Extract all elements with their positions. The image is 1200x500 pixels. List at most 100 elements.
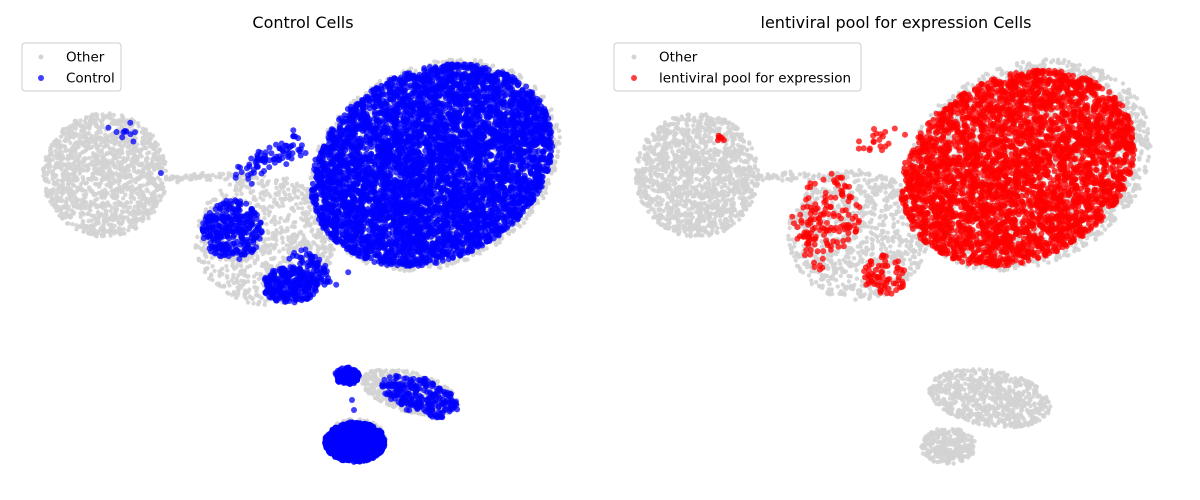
- point-other: [476, 249, 482, 254]
- point-other: [196, 258, 202, 263]
- point-other: [92, 181, 98, 187]
- point-other: [260, 244, 265, 249]
- point-other: [293, 220, 298, 225]
- point-other: [72, 166, 77, 172]
- point-other: [300, 210, 305, 216]
- point-other: [272, 222, 278, 227]
- point-other: [156, 165, 161, 170]
- point-other: [554, 125, 559, 130]
- point-other: [258, 195, 263, 200]
- point-other: [128, 200, 134, 205]
- point-other: [103, 203, 109, 209]
- point-other: [521, 220, 527, 225]
- point-other: [91, 230, 97, 235]
- point-other: [203, 249, 208, 255]
- point-other: [157, 147, 162, 152]
- point-other: [265, 228, 270, 234]
- point-other: [90, 171, 95, 177]
- point-other: [260, 183, 265, 189]
- point-other: [248, 190, 254, 195]
- point-other: [48, 199, 53, 204]
- point-other: [64, 196, 70, 201]
- point-other: [453, 260, 458, 265]
- point-other: [77, 151, 83, 157]
- point-other: [51, 153, 57, 159]
- point-other: [220, 266, 225, 271]
- point-other: [112, 120, 117, 125]
- point-other: [218, 175, 223, 180]
- point-other: [435, 60, 441, 65]
- point-other: [245, 300, 251, 305]
- point-other: [94, 124, 100, 129]
- point-other: [122, 119, 128, 124]
- point-other: [266, 236, 271, 242]
- point-other: [49, 169, 55, 175]
- point-other: [79, 124, 84, 129]
- point-other: [280, 200, 285, 205]
- point-other: [70, 189, 75, 194]
- point-other: [247, 294, 253, 299]
- point-other: [278, 216, 283, 221]
- point-other: [134, 225, 139, 231]
- point-other: [44, 172, 49, 177]
- point-other: [136, 124, 141, 129]
- point-other: [319, 238, 324, 244]
- point-other: [300, 206, 305, 211]
- point-other: [133, 190, 138, 195]
- point-other: [212, 268, 217, 274]
- point-other: [257, 299, 262, 305]
- point-other: [94, 216, 99, 221]
- point-other: [230, 262, 235, 267]
- point-other: [76, 204, 82, 209]
- point-other: [137, 208, 142, 213]
- point-other: [277, 189, 282, 194]
- point-other: [260, 251, 265, 257]
- point-other: [95, 211, 100, 217]
- point-other: [119, 209, 125, 214]
- point-other: [151, 180, 156, 185]
- point-other: [261, 204, 266, 210]
- point-other: [67, 213, 72, 218]
- point-other: [145, 188, 150, 194]
- point-other: [127, 185, 133, 190]
- point-other: [152, 147, 157, 152]
- point-other: [296, 195, 301, 200]
- point-other: [138, 187, 143, 192]
- point-other: [66, 181, 71, 186]
- point-other: [157, 154, 162, 159]
- point-other: [281, 176, 286, 182]
- point-other: [105, 218, 110, 224]
- point-other: [84, 115, 89, 120]
- point-other: [184, 175, 190, 180]
- point-other: [224, 193, 229, 198]
- point-other: [89, 159, 95, 164]
- point-other: [83, 148, 89, 153]
- point-other: [411, 267, 417, 272]
- point-other: [126, 172, 132, 178]
- point-other: [141, 138, 147, 144]
- point-other: [247, 287, 252, 292]
- point-other: [63, 200, 69, 205]
- point-other: [84, 132, 90, 137]
- point-other: [78, 214, 83, 220]
- point-other: [264, 221, 269, 227]
- point-other: [59, 167, 64, 172]
- point-other: [527, 210, 532, 215]
- point-other: [305, 220, 310, 226]
- point-other: [519, 75, 524, 80]
- point-other: [251, 194, 257, 200]
- point-other: [201, 260, 207, 265]
- point-other: [270, 234, 275, 239]
- point-other: [292, 190, 297, 195]
- point-other: [160, 156, 166, 161]
- point-other: [553, 160, 558, 165]
- point-other: [75, 157, 80, 162]
- point-other: [324, 258, 329, 263]
- point-other: [88, 119, 93, 125]
- point-other: [86, 218, 91, 224]
- point-other: [117, 154, 123, 160]
- point-other: [71, 171, 76, 176]
- point-other: [310, 227, 315, 232]
- point-other: [83, 125, 88, 130]
- point-other: [552, 166, 558, 171]
